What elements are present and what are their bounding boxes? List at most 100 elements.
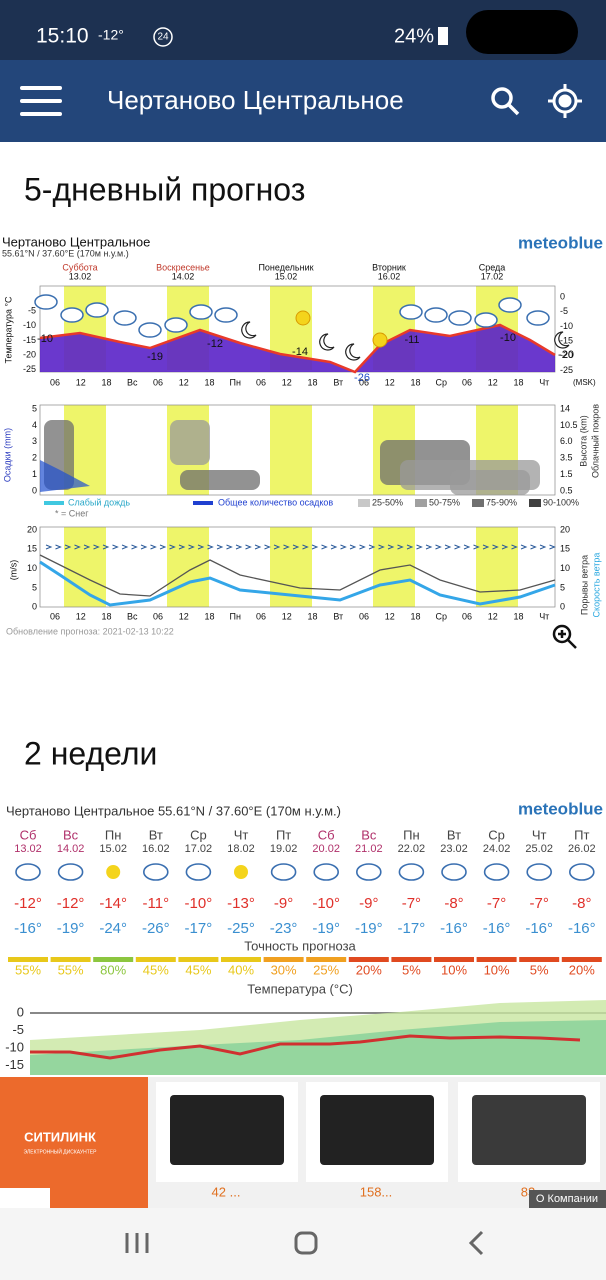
wind-arrow: [273, 544, 281, 550]
ad-tagline: ЭЛЕКТРОННЫЙ ДИСКАУНТЕР: [24, 1147, 98, 1155]
wind-arrow: [425, 544, 433, 550]
section-heading: 2 недели: [24, 735, 157, 771]
accuracy-label: 55%: [58, 962, 84, 977]
speed-axis-label: Скорость ветра: [591, 553, 601, 618]
ad-brand-panel[interactable]: [0, 1077, 148, 1208]
accuracy-bar: [348, 957, 389, 962]
zoom-button[interactable]: [552, 624, 577, 649]
x-tick-label: 06: [359, 377, 369, 387]
wind-arrow: [501, 544, 509, 550]
y-tick-label: 15: [560, 544, 570, 554]
gust-line: [39, 554, 556, 597]
wind-arrow: [511, 544, 518, 550]
day-date: 23.02: [440, 843, 468, 855]
accuracy-bar: [306, 957, 347, 962]
menu-button[interactable]: [20, 86, 62, 116]
temp-high: -9°: [274, 895, 293, 912]
y-tick-label: -5: [28, 305, 36, 315]
accuracy-bar: [221, 957, 261, 962]
legend-label: Слабый дождь: [68, 497, 130, 507]
day-name: Пт: [276, 827, 291, 842]
wind-arrow: [178, 544, 186, 550]
x-tick-label: 18: [101, 377, 111, 387]
status-battery: 24%: [394, 25, 434, 47]
y-tick-label: 3: [32, 436, 37, 446]
y-tick-label: 0: [560, 602, 565, 612]
accuracy-bar: [434, 957, 474, 962]
cloud-icon: [143, 863, 169, 881]
legend-label: 25-50%: [372, 497, 403, 507]
y-tick-label: -15: [23, 335, 36, 345]
wind-arrow: [140, 544, 148, 550]
search-button[interactable]: [491, 87, 520, 116]
x-tick-label: 12: [488, 377, 498, 387]
camera-cutout: [466, 10, 578, 54]
y-tick-label: 6.0: [560, 436, 573, 446]
wind-arrow: [359, 544, 366, 550]
day-date: 16.02: [378, 271, 401, 281]
ad-close[interactable]: [0, 1188, 50, 1208]
day-date: 15.02: [275, 271, 298, 281]
day-name: Среда: [479, 262, 506, 272]
day-date: 26.02: [568, 843, 596, 855]
wind-arrow: [330, 544, 338, 550]
x-tick-label: 06: [462, 611, 472, 621]
x-tick-label: 06: [359, 611, 369, 621]
locate-button[interactable]: [548, 84, 582, 118]
wind-arrow: [245, 544, 252, 550]
temp-low: -19°: [355, 920, 383, 937]
wind-arrow: [349, 544, 357, 550]
y-tick-label: 1: [32, 469, 37, 479]
accuracy-bar: [476, 957, 517, 962]
temp-mean: [30, 1034, 581, 1060]
day-date: 16.02: [142, 843, 170, 855]
x-tick-label: 12: [385, 377, 395, 387]
update-time: Обновление прогноза: 2021-02-13 10:22: [6, 626, 174, 636]
wind-arrow: [340, 544, 347, 550]
cloud-icon: [57, 863, 84, 881]
accuracy-label: 55%: [15, 962, 41, 977]
x-tick-label: 18: [204, 377, 214, 387]
nav-buttons[interactable]: [125, 1230, 484, 1256]
accuracy-bar: [178, 957, 219, 962]
day-name: Пн: [403, 827, 420, 842]
sun-icon: [234, 865, 248, 879]
accuracy-bar: [263, 957, 304, 962]
wind-arrow: [264, 544, 271, 550]
day-name: Сб: [20, 827, 37, 842]
accuracy-label: 80%: [100, 962, 126, 977]
wind-arrow: [159, 544, 167, 550]
wind-arrow: [216, 544, 224, 550]
day-name: Чт: [532, 827, 547, 842]
legend-label: 50-75%: [429, 497, 460, 507]
legend-label: 75-90%: [486, 497, 517, 507]
wind-arrow: [530, 544, 537, 550]
x-tick-label: 18: [513, 611, 523, 621]
day-date: 14.02: [172, 271, 195, 281]
x-tick-label: 18: [101, 611, 111, 621]
day-date: 19.02: [270, 843, 298, 855]
wind-arrow: [83, 544, 91, 550]
cloud-icon: [138, 322, 162, 338]
temp-label: -10: [37, 333, 53, 345]
timezone-label: (MSK): [573, 378, 596, 387]
daylight-band: [64, 527, 106, 607]
wind-panel: [39, 526, 556, 608]
brand-logo: meteoblue: [518, 799, 603, 818]
precip-panel: [39, 404, 556, 496]
wind-arrow: [539, 544, 547, 550]
cloud-icon: [424, 307, 448, 323]
ad-price: 42 ...: [212, 1184, 241, 1199]
temp-high: -14°: [99, 895, 127, 912]
cloud-icon: [270, 863, 297, 881]
legend-label: Общее количество осадков: [218, 497, 333, 507]
y-tick-label: 4: [32, 420, 37, 430]
section-heading: 5-дневный прогноз: [24, 171, 305, 207]
accuracy-bar: [561, 957, 602, 962]
status-temp: -12°: [98, 27, 124, 43]
temp-low: -16°: [483, 920, 511, 937]
app-title: Чертаново Центральное: [107, 85, 404, 115]
y-tick-label: 0: [560, 291, 565, 301]
y-tick-label: -10: [5, 1040, 24, 1055]
cloud-axis-label: Облачный покров: [590, 404, 600, 478]
